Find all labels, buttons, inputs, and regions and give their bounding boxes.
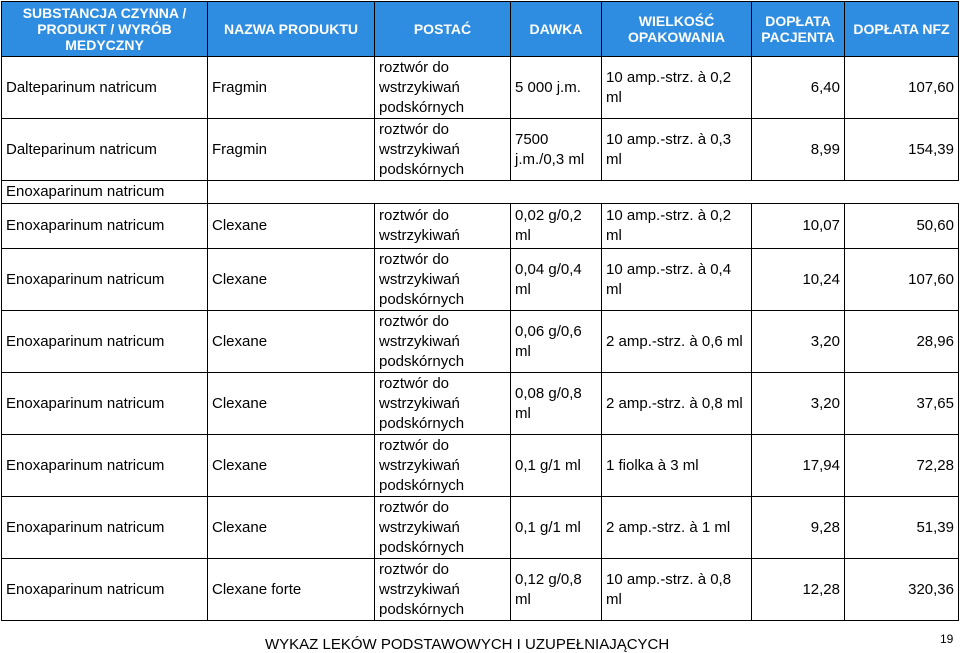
table-row: Enoxaparinum natricum Clexane roztwór do… xyxy=(1,434,959,497)
header-nfz-fee: DOPŁATA NFZ xyxy=(844,1,959,57)
cell-dose: 7500 j.m./0,3 ml xyxy=(510,118,602,181)
cell-nfz-fee: 107,60 xyxy=(844,248,959,311)
cell-product: Clexane xyxy=(207,248,375,311)
cell-nfz-fee: 37,65 xyxy=(844,372,959,435)
cell-substance: Enoxaparinum natricum xyxy=(1,434,208,497)
cell-product: Fragmin xyxy=(207,118,375,181)
cell-package: 1 fiolka à 3 ml xyxy=(601,434,752,497)
cell-product: Clexane xyxy=(207,372,375,435)
footer-title: WYKAZ LEKÓW PODSTAWOWYCH I UZUPEŁNIAJĄCY… xyxy=(265,636,670,653)
table-row: Dalteparinum natricum Fragmin roztwór do… xyxy=(1,118,959,181)
cell-patient-fee: 8,99 xyxy=(751,118,845,181)
cell-package: 2 amp.-strz. à 0,6 ml xyxy=(601,310,752,373)
header-dose: DAWKA xyxy=(510,1,602,57)
group-row-empty xyxy=(208,181,959,204)
cell-patient-fee: 3,20 xyxy=(751,310,845,373)
cell-package: 2 amp.-strz. à 1 ml xyxy=(601,496,752,559)
cell-product: Fragmin xyxy=(207,56,375,119)
table-row: Enoxaparinum natricum Clexane roztwór do… xyxy=(1,496,959,559)
cell-form: roztwór do wstrzykiwań podskórnych xyxy=(374,248,511,311)
cell-form: roztwór do wstrzykiwań podskórnych xyxy=(374,434,511,497)
cell-nfz-fee: 107,60 xyxy=(844,56,959,119)
cell-patient-fee: 9,28 xyxy=(751,496,845,559)
drug-list-table: SUBSTANCJA CZYNNA / PRODUKT / WYRÓB MEDY… xyxy=(1,1,959,621)
cell-nfz-fee: 154,39 xyxy=(844,118,959,181)
cell-substance: Enoxaparinum natricum xyxy=(1,558,208,621)
cell-product: Clexane xyxy=(207,310,375,373)
page-number: 19 xyxy=(940,632,954,646)
cell-dose: 0,06 g/0,6 ml xyxy=(510,310,602,373)
cell-package: 2 amp.-strz. à 0,8 ml xyxy=(601,372,752,435)
cell-patient-fee: 12,28 xyxy=(751,558,845,621)
cell-dose: 0,04 g/0,4 ml xyxy=(510,248,602,311)
header-patient-fee: DOPŁATA PACJENTA xyxy=(751,1,845,57)
page-footer: WYKAZ LEKÓW PODSTAWOWYCH I UZUPEŁNIAJĄCY… xyxy=(0,628,960,653)
cell-substance: Enoxaparinum natricum xyxy=(1,310,208,373)
cell-patient-fee: 10,07 xyxy=(751,203,845,249)
cell-dose: 0,1 g/1 ml xyxy=(510,496,602,559)
cell-form: roztwór do wstrzykiwań podskórnych xyxy=(374,310,511,373)
cell-dose: 0,02 g/0,2 ml xyxy=(510,203,602,249)
cell-dose: 0,12 g/0,8 ml xyxy=(510,558,602,621)
cell-dose: 0,08 g/0,8 ml xyxy=(510,372,602,435)
cell-patient-fee: 17,94 xyxy=(751,434,845,497)
cell-package: 10 amp.-strz. à 0,2 ml xyxy=(601,203,752,249)
cell-patient-fee: 3,20 xyxy=(751,372,845,435)
table-row: Enoxaparinum natricum Clexane roztwór do… xyxy=(1,203,959,249)
header-form: POSTAĆ xyxy=(374,1,511,57)
table-row: Dalteparinum natricum Fragmin roztwór do… xyxy=(1,56,959,119)
cell-nfz-fee: 51,39 xyxy=(844,496,959,559)
cell-substance: Enoxaparinum natricum xyxy=(1,372,208,435)
table-row: Enoxaparinum natricum Clexane forte rozt… xyxy=(1,558,959,621)
header-substance: SUBSTANCJA CZYNNA / PRODUKT / WYRÓB MEDY… xyxy=(1,1,208,57)
cell-substance: Dalteparinum natricum xyxy=(1,118,208,181)
header-product: NAZWA PRODUKTU xyxy=(207,1,375,57)
cell-form: roztwór do wstrzykiwań podskórnych xyxy=(374,496,511,559)
cell-product: Clexane xyxy=(207,434,375,497)
group-row: Enoxaparinum natricum xyxy=(1,180,959,204)
table-row: Enoxaparinum natricum Clexane roztwór do… xyxy=(1,248,959,311)
cell-form: roztwór do wstrzykiwań podskórnych xyxy=(374,118,511,181)
cell-package: 10 amp.-strz. à 0,2 ml xyxy=(601,56,752,119)
cell-patient-fee: 10,24 xyxy=(751,248,845,311)
cell-nfz-fee: 320,36 xyxy=(844,558,959,621)
group-label: Enoxaparinum natricum xyxy=(1,180,208,204)
table-row: Enoxaparinum natricum Clexane roztwór do… xyxy=(1,372,959,435)
cell-form: roztwór do wstrzykiwań podskórnych xyxy=(374,372,511,435)
cell-form: roztwór do wstrzykiwań podskórnych xyxy=(374,56,511,119)
cell-substance: Enoxaparinum natricum xyxy=(1,496,208,559)
cell-nfz-fee: 28,96 xyxy=(844,310,959,373)
cell-patient-fee: 6,40 xyxy=(751,56,845,119)
cell-dose: 5 000 j.m. xyxy=(510,56,602,119)
cell-product: Clexane xyxy=(207,203,375,249)
cell-package: 10 amp.-strz. à 0,3 ml xyxy=(601,118,752,181)
cell-substance: Dalteparinum natricum xyxy=(1,56,208,119)
header-package: WIELKOŚĆ OPAKOWANIA xyxy=(601,1,752,57)
cell-product: Clexane xyxy=(207,496,375,559)
cell-product: Clexane forte xyxy=(207,558,375,621)
cell-dose: 0,1 g/1 ml xyxy=(510,434,602,497)
cell-package: 10 amp.-strz. à 0,4 ml xyxy=(601,248,752,311)
cell-nfz-fee: 50,60 xyxy=(844,203,959,249)
cell-form: roztwór do wstrzykiwań xyxy=(374,203,511,249)
cell-form: roztwór do wstrzykiwań podskórnych xyxy=(374,558,511,621)
cell-nfz-fee: 72,28 xyxy=(844,434,959,497)
cell-substance: Enoxaparinum natricum xyxy=(1,203,208,249)
table-row: Enoxaparinum natricum Clexane roztwór do… xyxy=(1,310,959,373)
header-row: SUBSTANCJA CZYNNA / PRODUKT / WYRÓB MEDY… xyxy=(1,1,959,57)
cell-substance: Enoxaparinum natricum xyxy=(1,248,208,311)
cell-package: 10 amp.-strz. à 0,8 ml xyxy=(601,558,752,621)
